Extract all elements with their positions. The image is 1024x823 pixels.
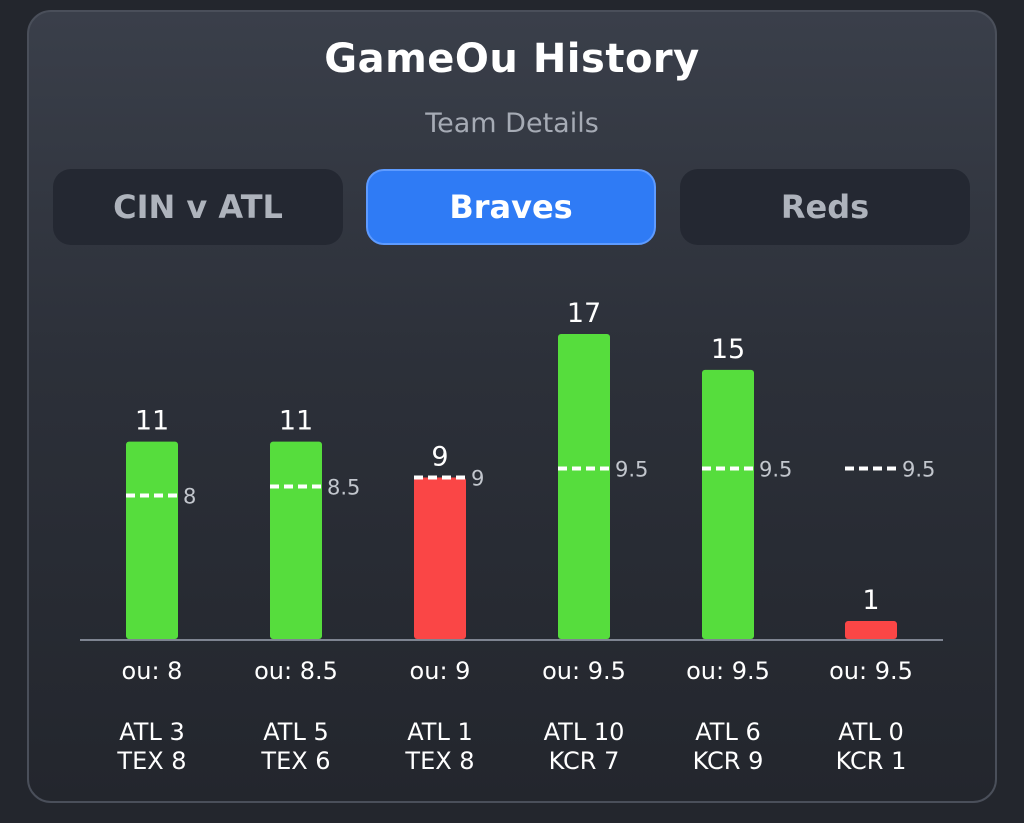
score-label-line2: TEX 8 [404,747,474,775]
score-label-line2: KCR 9 [693,747,764,775]
bar [702,369,754,639]
ou-line-label: 9.5 [759,458,792,482]
score-label-line1: ATL 0 [838,718,903,746]
tab-matchup[interactable]: CIN v ATL [53,169,343,245]
data-label: 15 [711,334,745,365]
score-label-line1: ATL 10 [544,718,625,746]
score-label-line1: ATL 3 [119,718,184,746]
data-label: 17 [567,298,601,329]
score-label-line1: ATL 1 [407,718,472,746]
data-label: 11 [279,406,313,437]
ou-tick-label: ou: 9.5 [829,657,913,685]
ou-line-label: 9.5 [615,458,648,482]
data-label: 9 [431,442,448,473]
bar [845,621,897,639]
ou-line-label: 8.5 [327,476,360,500]
ou-line-label: 9.5 [902,458,935,482]
bar [270,441,322,639]
ou-tick-label: ou: 9.5 [686,657,770,685]
data-label: 11 [135,406,169,437]
data-label: 1 [862,585,879,616]
score-label-line1: ATL 6 [695,718,760,746]
bar [558,334,610,639]
ou-tick-label: ou: 9.5 [542,657,626,685]
chart-card [27,10,997,803]
chart-title: GameOu History [324,36,700,82]
chart-subtitle: Team Details [425,108,599,139]
ou-tick-label: ou: 8 [122,657,183,685]
score-label-line1: ATL 5 [263,718,328,746]
score-label-line2: KCR 1 [836,747,907,775]
bar [126,441,178,639]
score-label-line2: TEX 8 [116,747,186,775]
tab-reds[interactable]: Reds [680,169,970,245]
ou-line-label: 9 [471,467,484,491]
score-label-line2: TEX 6 [260,747,330,775]
ou-tick-label: ou: 8.5 [254,657,338,685]
score-label-line2: KCR 7 [549,747,620,775]
tab-braves[interactable]: Braves [366,169,656,245]
ou-tick-label: ou: 9 [410,657,471,685]
ou-line-label: 8 [183,484,196,508]
bar [414,477,466,639]
